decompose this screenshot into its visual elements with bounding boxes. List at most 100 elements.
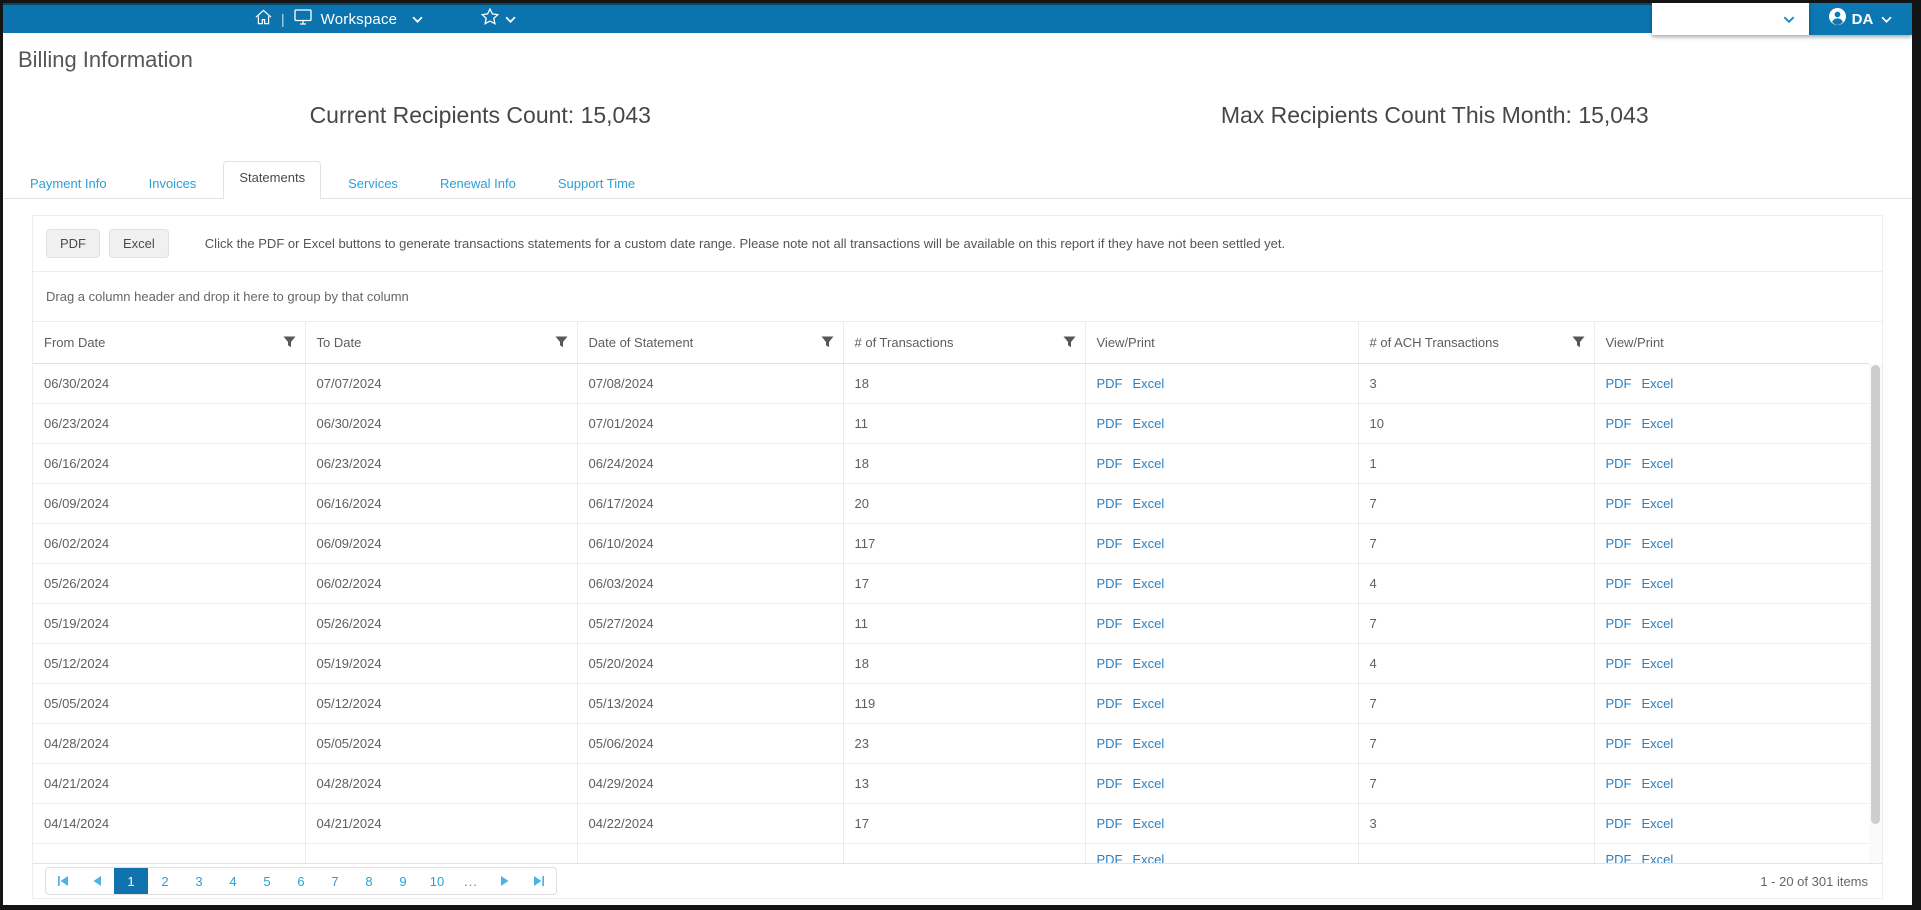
page-number-5[interactable]: 5 <box>263 873 271 889</box>
page-number-9[interactable]: 9 <box>399 873 407 889</box>
tab-invoices[interactable]: Invoices <box>148 175 197 191</box>
page-number-1[interactable]: 1 <box>114 868 148 894</box>
excel-link[interactable]: Excel <box>1641 495 1674 511</box>
excel-link[interactable]: Excel <box>1641 775 1674 791</box>
excel-link[interactable]: Excel <box>1641 535 1674 551</box>
pager-first-page-button[interactable] <box>46 868 80 894</box>
vertical-scrollbar[interactable] <box>1869 364 1882 863</box>
column-header-view-print[interactable]: View/Print <box>1593 322 1869 364</box>
pdf-link[interactable]: PDF <box>1096 535 1123 551</box>
page-number-8[interactable]: 8 <box>365 873 373 889</box>
excel-link[interactable]: Excel <box>1132 495 1165 511</box>
column-header-of-ach-transactions[interactable]: # of ACH Transactions <box>1357 322 1594 364</box>
scrollbar-thumb[interactable] <box>1871 365 1880 825</box>
pdf-link[interactable]: PDF <box>1605 775 1632 791</box>
pdf-link[interactable]: PDF <box>1096 575 1123 591</box>
pdf-link[interactable]: PDF <box>1605 852 1632 863</box>
column-header-from-date[interactable]: From Date <box>33 322 305 364</box>
excel-link[interactable]: Excel <box>1132 455 1165 471</box>
excel-link[interactable]: Excel <box>1132 615 1165 631</box>
pdf-link[interactable]: PDF <box>1096 815 1123 831</box>
pdf-link[interactable]: PDF <box>1096 775 1123 791</box>
column-header-to-date[interactable]: To Date <box>304 322 577 364</box>
excel-link[interactable]: Excel <box>1641 655 1674 671</box>
excel-link[interactable]: Excel <box>1132 655 1165 671</box>
page-number-10[interactable]: 10 <box>429 873 445 889</box>
filter-icon[interactable] <box>821 336 834 348</box>
page-number-6[interactable]: 6 <box>297 873 305 889</box>
from-date-cell: 05/19/2024 <box>33 602 305 643</box>
filter-icon[interactable] <box>1063 336 1076 348</box>
excel-link[interactable]: Excel <box>1641 415 1674 431</box>
filter-icon[interactable] <box>1572 336 1585 348</box>
column-header-date-of-statement[interactable]: Date of Statement <box>576 322 843 364</box>
pdf-link[interactable]: PDF <box>1096 655 1123 671</box>
pdf-link[interactable]: PDF <box>1605 815 1632 831</box>
tab-services[interactable]: Services <box>348 175 398 191</box>
filter-icon[interactable] <box>555 336 568 348</box>
pdf-link[interactable]: PDF <box>1096 852 1123 863</box>
excel-link[interactable]: Excel <box>1132 815 1165 831</box>
tab-renewal-info[interactable]: Renewal Info <box>439 175 516 191</box>
filter-icon[interactable] <box>283 336 296 348</box>
pdf-link[interactable]: PDF <box>1605 695 1632 711</box>
pdf-link[interactable]: PDF <box>1096 735 1123 751</box>
pdf-link[interactable]: PDF <box>1605 375 1632 391</box>
pdf-link[interactable]: PDF <box>1605 735 1632 751</box>
tab-statements[interactable]: Statements <box>223 161 322 199</box>
excel-link[interactable]: Excel <box>1641 615 1674 631</box>
pdf-link[interactable]: PDF <box>1096 455 1123 471</box>
excel-link[interactable]: Excel <box>1132 775 1165 791</box>
excel-link[interactable]: Excel <box>1641 575 1674 591</box>
pdf-link[interactable]: PDF <box>1096 375 1123 391</box>
pdf-link[interactable]: PDF <box>1605 615 1632 631</box>
excel-link[interactable]: Excel <box>1641 815 1674 831</box>
excel-link[interactable]: Excel <box>1641 735 1674 751</box>
excel-link[interactable]: Excel <box>1641 455 1674 471</box>
excel-link[interactable]: Excel <box>1132 535 1165 551</box>
page-number-3[interactable]: 3 <box>195 873 203 889</box>
pdf-link[interactable]: PDF <box>1605 495 1632 511</box>
excel-link[interactable]: Excel <box>1641 375 1674 391</box>
excel-button[interactable]: Excel <box>109 229 169 258</box>
page-number-7[interactable]: 7 <box>331 873 339 889</box>
workspace-chevron-down-icon[interactable] <box>412 16 423 23</box>
workspace-label[interactable]: Workspace <box>320 10 398 28</box>
home-icon[interactable] <box>255 9 272 30</box>
tab-support-time[interactable]: Support Time <box>557 175 636 191</box>
pager-next-page-button[interactable] <box>488 868 522 894</box>
pdf-link[interactable]: PDF <box>1605 455 1632 471</box>
column-header-view-print[interactable]: View/Print <box>1084 322 1358 364</box>
pdf-link[interactable]: PDF <box>1605 415 1632 431</box>
excel-link[interactable]: Excel <box>1132 852 1165 863</box>
pdf-link[interactable]: PDF <box>1096 695 1123 711</box>
column-header-of-transactions[interactable]: # of Transactions <box>842 322 1085 364</box>
collapsed-panel-dropdown[interactable] <box>1652 3 1809 35</box>
tab-payment-info[interactable]: Payment Info <box>30 175 107 191</box>
excel-link[interactable]: Excel <box>1641 695 1674 711</box>
pager-last-page-button[interactable] <box>522 868 556 894</box>
pdf-link[interactable]: PDF <box>1096 415 1123 431</box>
page-number-4[interactable]: 4 <box>229 873 237 889</box>
pdf-link[interactable]: PDF <box>1605 535 1632 551</box>
excel-link[interactable]: Excel <box>1132 575 1165 591</box>
excel-link[interactable]: Excel <box>1132 375 1165 391</box>
pager-ellipsis[interactable]: ... <box>464 873 478 889</box>
pdf-link[interactable]: PDF <box>1605 575 1632 591</box>
star-icon[interactable] <box>480 7 500 30</box>
excel-link[interactable]: Excel <box>1641 852 1674 863</box>
excel-link[interactable]: Excel <box>1132 415 1165 431</box>
pdf-button[interactable]: PDF <box>46 229 100 258</box>
excel-link[interactable]: Excel <box>1132 695 1165 711</box>
page-number-2[interactable]: 2 <box>161 873 169 889</box>
user-menu[interactable]: DA <box>1809 3 1912 35</box>
pdf-link[interactable]: PDF <box>1096 495 1123 511</box>
from-date-cell: 05/12/2024 <box>33 642 305 683</box>
pdf-link[interactable]: PDF <box>1096 615 1123 631</box>
favorites-chevron-down-icon[interactable] <box>505 16 516 23</box>
pager-previous-page-button[interactable] <box>80 868 114 894</box>
view-print-cell: PDF Excel <box>1084 522 1358 563</box>
excel-link[interactable]: Excel <box>1132 735 1165 751</box>
pdf-link[interactable]: PDF <box>1605 655 1632 671</box>
